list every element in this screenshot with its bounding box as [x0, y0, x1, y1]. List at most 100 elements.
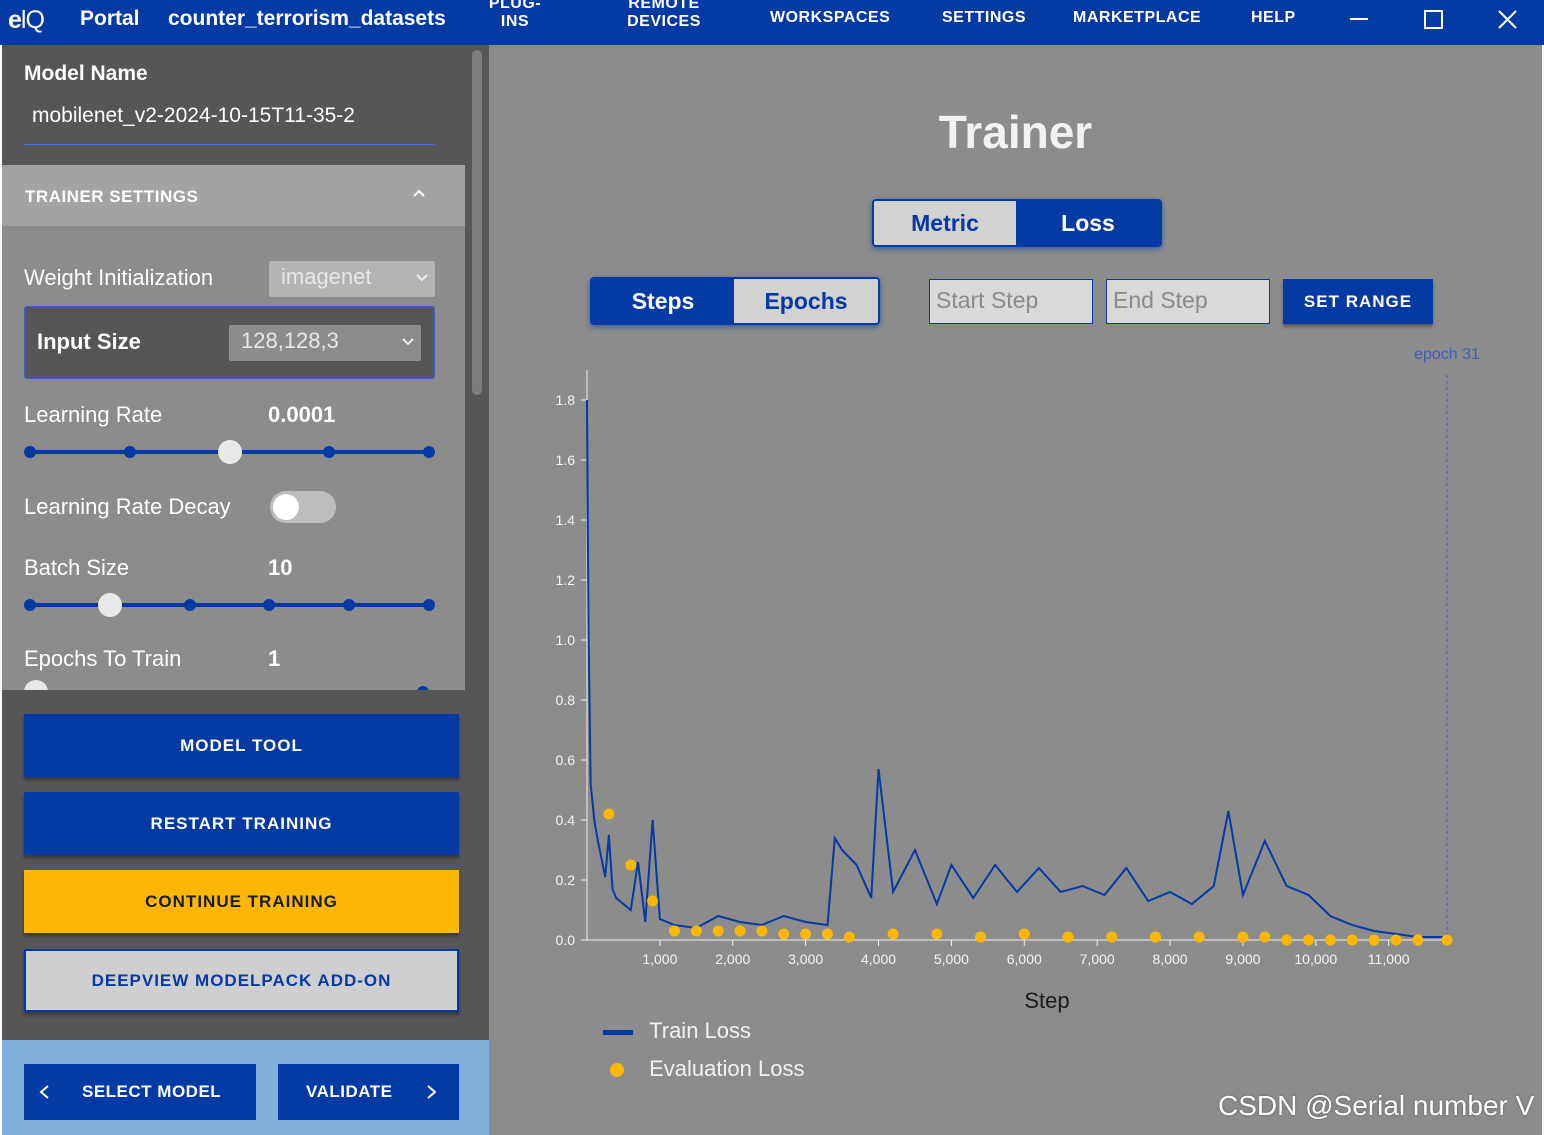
y-tick-label: 0.0 — [556, 932, 576, 948]
nav-remote-devices[interactable]: REMOTE DEVICES — [627, 0, 701, 30]
legend-eval-loss: Evaluation Loss — [601, 1056, 804, 1082]
restart-training-button[interactable]: RESTART TRAINING — [24, 792, 459, 855]
trainer-settings-header[interactable]: TRAINER SETTINGS — [2, 165, 465, 226]
y-tick-label: 1.2 — [556, 572, 576, 588]
eval-loss-point — [1149, 931, 1161, 943]
slider-dot — [423, 446, 435, 458]
slider-thumb[interactable] — [97, 593, 122, 617]
set-range-button[interactable]: SET RANGE — [1283, 279, 1433, 324]
eval-loss-point — [778, 928, 790, 940]
eval-loss-point — [1281, 934, 1293, 946]
chevron-right-icon — [427, 1085, 438, 1099]
tab-epochs[interactable]: Epochs — [734, 279, 878, 323]
close-icon — [1498, 10, 1517, 29]
slider-thumb[interactable] — [24, 680, 48, 690]
model-name-label: Model Name — [24, 62, 148, 85]
epoch-marker-label: epoch 31 — [1414, 346, 1480, 363]
select-model-button[interactable]: SELECT MODEL — [24, 1064, 256, 1120]
validate-button[interactable]: VALIDATE — [278, 1064, 459, 1120]
legend-eval-label: Evaluation Loss — [649, 1056, 805, 1081]
x-tick-label: 1,000 — [642, 951, 677, 967]
weight-init-label: Weight Initialization — [24, 265, 214, 290]
eval-loss-point — [712, 925, 724, 937]
sidebar: Model Name mobilenet_v2-2024-10-15T11-35… — [2, 45, 489, 1135]
learning-rate-value: 0.0001 — [268, 402, 336, 427]
legend-train-loss: Train Loss — [601, 1018, 751, 1044]
app-title: Portal — [80, 7, 140, 30]
slider-dot — [343, 599, 356, 611]
eval-loss-point — [647, 895, 659, 907]
batch-size-label: Batch Size — [24, 555, 130, 580]
input-size-value: 128,128,3 — [241, 328, 339, 353]
legend-train-label: Train Loss — [649, 1018, 752, 1043]
x-tick-label: 4,000 — [861, 951, 896, 967]
y-tick-label: 1.6 — [556, 452, 576, 468]
lr-decay-label: Learning Rate Decay — [24, 494, 231, 519]
deepview-addon-button[interactable]: DEEPVIEW MODELPACK ADD-ON — [24, 949, 459, 1012]
minimize-button[interactable] — [1336, 0, 1382, 40]
learning-rate-label: Learning Rate — [24, 402, 163, 427]
chevron-down-icon — [402, 338, 414, 346]
action-buttons: MODEL TOOL RESTART TRAINING CONTINUE TRA… — [2, 690, 489, 1040]
nav-help[interactable]: HELP — [1251, 9, 1296, 26]
batch-size-slider[interactable] — [24, 593, 435, 617]
steps-epochs-toggle: Steps Epochs — [590, 277, 880, 325]
x-axis-label: Step — [1024, 988, 1069, 1013]
tab-metric[interactable]: Metric — [874, 201, 1017, 245]
loss-chart: 0.0 0.2 0.4 0.6 0.8 1.0 1.2 1.4 1.6 1.8 1,000 2,000… — [556, 346, 1480, 1013]
y-tick-label: 0.8 — [556, 692, 576, 708]
eval-loss-point — [1237, 931, 1249, 943]
nav-workspaces[interactable]: WORKSPACES — [770, 9, 891, 26]
legend-train-swatch — [603, 1030, 633, 1036]
input-size-row: Input Size 128,128,3 — [24, 306, 435, 379]
eval-loss-point — [1106, 931, 1118, 943]
eval-loss-point — [756, 925, 768, 937]
eval-loss-point — [1018, 928, 1030, 940]
x-tick-label: 6,000 — [1007, 951, 1042, 967]
slider-thumb[interactable] — [217, 440, 242, 464]
eval-loss-point — [1062, 931, 1074, 943]
end-step-input[interactable]: End Step — [1106, 279, 1270, 324]
model-name-input[interactable]: mobilenet_v2-2024-10-15T11-35-2 — [24, 97, 435, 145]
watermark: CSDN @Serial number V — [1218, 1090, 1535, 1121]
chevron-up-icon — [413, 189, 425, 197]
tab-loss[interactable]: Loss — [1016, 201, 1160, 245]
input-size-select[interactable]: 128,128,3 — [229, 325, 421, 361]
model-tool-button[interactable]: MODEL TOOL — [24, 714, 459, 777]
x-tick-label: 11,000 — [1368, 951, 1410, 967]
minimize-icon — [1350, 18, 1368, 20]
epochs-slider[interactable] — [24, 680, 435, 690]
start-step-input[interactable]: Start Step — [929, 279, 1093, 324]
x-tick-label: 7,000 — [1080, 951, 1115, 967]
nav-plugins[interactable]: PLUG- INS — [488, 0, 542, 30]
metric-loss-toggle: Metric Loss — [872, 199, 1162, 247]
eval-loss-point — [1390, 934, 1402, 946]
eval-loss-point — [975, 931, 987, 943]
eval-loss-point — [931, 928, 943, 940]
learning-rate-slider[interactable] — [24, 440, 435, 464]
continue-training-button[interactable]: CONTINUE TRAINING — [24, 870, 459, 933]
train-loss-line — [586, 399, 1447, 938]
nav-settings[interactable]: SETTINGS — [942, 9, 1027, 26]
eval-loss-point — [887, 928, 899, 940]
eiq-logo: elQ — [8, 6, 45, 34]
sidebar-scrollbar[interactable] — [472, 50, 482, 395]
eval-loss-point — [1193, 931, 1205, 943]
maximize-icon — [1424, 10, 1443, 29]
maximize-button[interactable] — [1410, 0, 1456, 40]
weight-init-select[interactable]: imagenet — [269, 261, 435, 297]
tab-steps[interactable]: Steps — [592, 279, 735, 323]
lr-decay-toggle[interactable] — [270, 491, 336, 523]
slider-dot — [183, 599, 196, 611]
y-tick-label: 1.8 — [556, 392, 576, 408]
close-button[interactable] — [1485, 0, 1531, 40]
slider-dot — [123, 446, 136, 458]
eval-loss-point — [1441, 934, 1453, 946]
weight-init-value: imagenet — [281, 264, 372, 289]
batch-size-value: 10 — [268, 555, 293, 580]
eval-loss-point — [1324, 934, 1336, 946]
validate-label: VALIDATE — [306, 1082, 393, 1101]
workspace-title: counter_terrorism_datasets — [168, 7, 446, 30]
nav-marketplace[interactable]: MARKETPLACE — [1073, 9, 1202, 26]
y-tick-label: 1.4 — [556, 512, 576, 528]
